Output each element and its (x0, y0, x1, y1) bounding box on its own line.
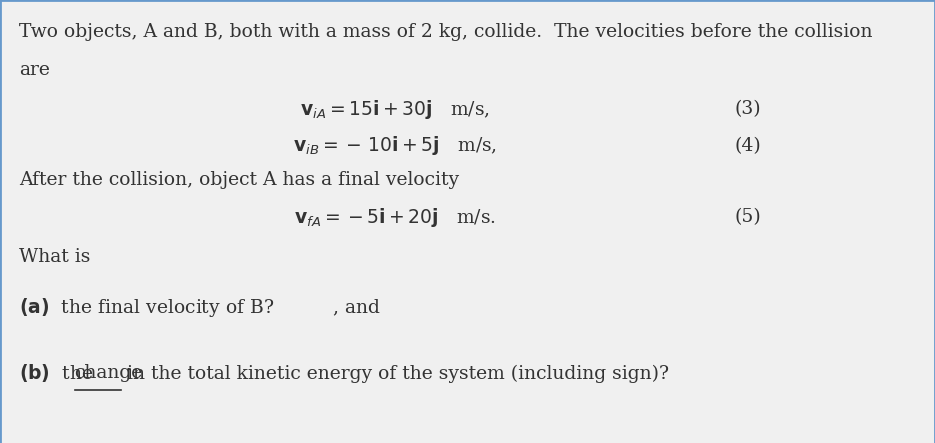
Text: $\mathbf{(b)}$  the: $\mathbf{(b)}$ the (19, 362, 94, 385)
Text: (3): (3) (735, 100, 761, 118)
Text: (4): (4) (735, 137, 761, 155)
Text: (5): (5) (735, 208, 761, 226)
Text: $\mathbf{v}_{iB} = -\,10\mathbf{i}+5\mathbf{j}$   m/s,: $\mathbf{v}_{iB} = -\,10\mathbf{i}+5\mat… (293, 134, 497, 157)
Text: $\mathbf{(a)}$  the final velocity of B?          , and: $\mathbf{(a)}$ the final velocity of B? … (19, 296, 381, 319)
Text: Two objects, A and B, both with a mass of 2 kg, collide.  The velocities before : Two objects, A and B, both with a mass o… (19, 23, 872, 41)
Text: After the collision, object A has a final velocity: After the collision, object A has a fina… (19, 171, 459, 189)
Text: change: change (75, 365, 143, 382)
Text: in the total kinetic energy of the system (including sign)?: in the total kinetic energy of the syste… (121, 364, 669, 382)
Text: $\mathbf{v}_{iA} =15\mathbf{i}+30\mathbf{j}$   m/s,: $\mathbf{v}_{iA} =15\mathbf{i}+30\mathbf… (300, 98, 490, 121)
Text: $\mathbf{v}_{fA} = -5\mathbf{i}+20\mathbf{j}$   m/s.: $\mathbf{v}_{fA} = -5\mathbf{i}+20\mathb… (295, 206, 496, 229)
Text: What is: What is (19, 248, 90, 266)
Text: are: are (19, 61, 50, 78)
